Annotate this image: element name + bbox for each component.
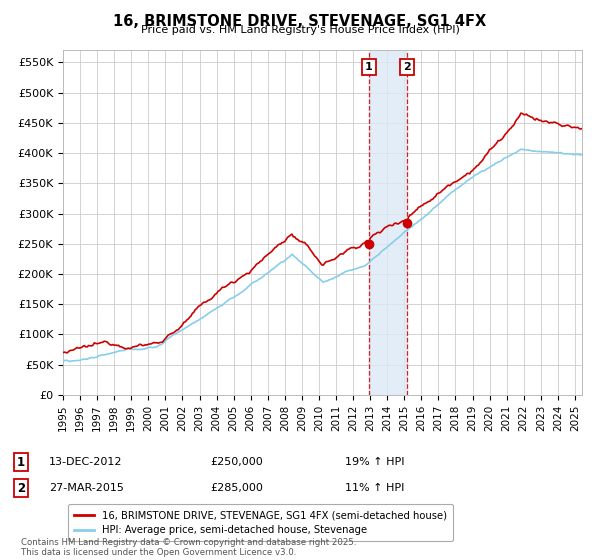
Text: 13-DEC-2012: 13-DEC-2012 <box>49 457 123 467</box>
Text: 16, BRIMSTONE DRIVE, STEVENAGE, SG1 4FX: 16, BRIMSTONE DRIVE, STEVENAGE, SG1 4FX <box>113 14 487 29</box>
Text: 1: 1 <box>17 455 25 469</box>
Text: Contains HM Land Registry data © Crown copyright and database right 2025.
This d: Contains HM Land Registry data © Crown c… <box>21 538 356 557</box>
Text: £285,000: £285,000 <box>210 483 263 493</box>
Text: 27-MAR-2015: 27-MAR-2015 <box>49 483 124 493</box>
Text: 11% ↑ HPI: 11% ↑ HPI <box>345 483 404 493</box>
Text: Price paid vs. HM Land Registry's House Price Index (HPI): Price paid vs. HM Land Registry's House … <box>140 25 460 35</box>
Text: 1: 1 <box>365 62 373 72</box>
Bar <box>369 50 407 395</box>
Text: 2: 2 <box>403 62 411 72</box>
Text: 19% ↑ HPI: 19% ↑ HPI <box>345 457 404 467</box>
Legend: 16, BRIMSTONE DRIVE, STEVENAGE, SG1 4FX (semi-detached house), HPI: Average pric: 16, BRIMSTONE DRIVE, STEVENAGE, SG1 4FX … <box>68 505 453 542</box>
Text: 2: 2 <box>17 482 25 495</box>
Text: £250,000: £250,000 <box>210 457 263 467</box>
